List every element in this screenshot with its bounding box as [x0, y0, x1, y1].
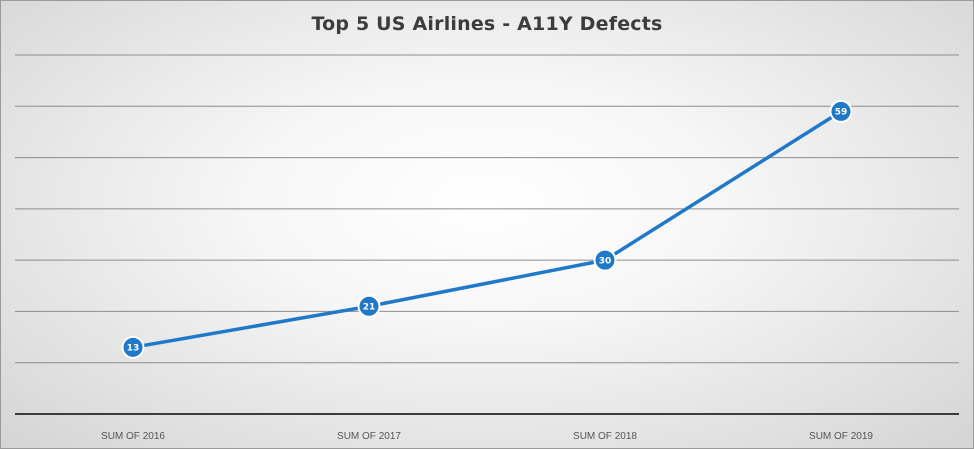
- chart-title: Top 5 US Airlines - A11Y Defects: [311, 13, 663, 35]
- data-label: 21: [363, 303, 376, 313]
- data-point-marker: [357, 294, 381, 318]
- x-tick-label: SUM OF 2016: [101, 431, 165, 442]
- x-tick-label: SUM OF 2019: [809, 431, 873, 442]
- series-layer: 13 21 30 59: [121, 99, 853, 359]
- x-tick-label: SUM OF 2017: [337, 431, 401, 442]
- data-point-marker: [121, 335, 145, 359]
- tick-labels: SUM OF 2016 SUM OF 2017 SUM OF 2018 SUM OF …: [101, 431, 873, 442]
- data-point-marker: [829, 99, 853, 123]
- data-label: 30: [599, 256, 612, 266]
- gridlines: [15, 54, 959, 364]
- data-label: 13: [127, 344, 140, 354]
- x-tick-label: SUM OF 2018: [573, 431, 637, 442]
- data-label: 59: [835, 108, 848, 118]
- series-line: [131, 109, 843, 350]
- data-point-marker: [593, 248, 617, 272]
